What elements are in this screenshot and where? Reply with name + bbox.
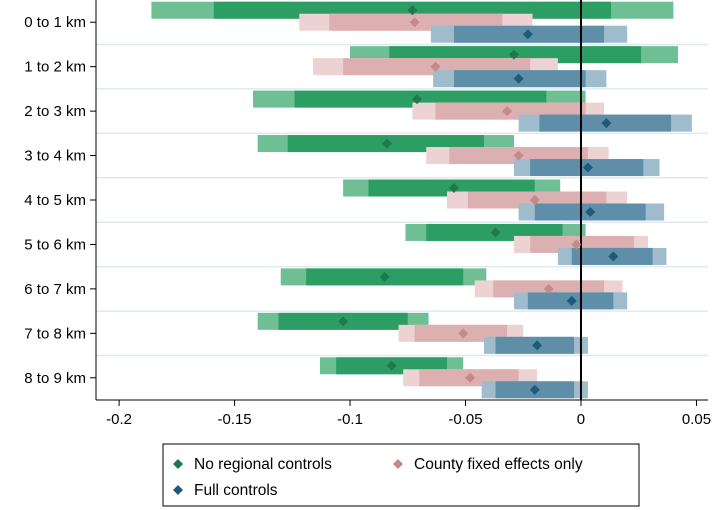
point-estimate-marker xyxy=(448,183,459,193)
point-estimate-marker xyxy=(465,372,476,383)
point-estimate-marker xyxy=(529,195,540,205)
confidence-intervals xyxy=(151,1,692,399)
point-estimate-marker xyxy=(582,162,593,173)
x-tick-label: -0.2 xyxy=(106,411,132,428)
point-estimate-marker xyxy=(409,17,420,28)
x-tick-label: -0.05 xyxy=(448,411,482,428)
y-tick-label: 5 to 6 km xyxy=(24,236,86,253)
legend-label: County fixed effects only xyxy=(414,456,583,473)
x-tick-label: 0.05 xyxy=(682,411,711,428)
point-estimate-marker xyxy=(585,207,596,217)
point-estimate-marker xyxy=(338,316,349,327)
point-estimate-marker xyxy=(381,138,392,149)
point-estimate-marker xyxy=(458,328,469,339)
point-estimate-marker xyxy=(522,29,533,40)
y-tick-label: 2 to 3 km xyxy=(24,103,86,120)
x-tick-label: -0.15 xyxy=(217,411,251,428)
point-estimate-marker xyxy=(502,106,513,117)
point-estimate-marker xyxy=(529,384,540,395)
axes: 0 to 1 km 1 to 2 km 2 to 3 km 3 to 4 km 4 to… xyxy=(24,0,711,428)
point-estimate-marker xyxy=(509,49,520,60)
x-tick-label: -0.1 xyxy=(337,411,363,428)
x-tick-label: 0 xyxy=(577,411,585,428)
y-tick-label: 1 to 2 km xyxy=(24,59,86,76)
point-estimate-marker xyxy=(571,239,582,250)
legend-marker xyxy=(173,459,183,469)
point-estimate-marker xyxy=(532,340,543,351)
point-estimate-marker xyxy=(379,271,390,282)
point-estimate-marker xyxy=(407,5,418,16)
y-tick-label: 3 to 4 km xyxy=(24,148,86,165)
point-estimate-marker xyxy=(513,150,524,161)
point-estimate-marker xyxy=(386,360,397,371)
point-estimate-marker xyxy=(601,118,612,129)
legend-label: No regional controls xyxy=(194,456,332,473)
point-estimate-marker xyxy=(430,61,441,72)
y-tick-label: 6 to 7 km xyxy=(24,281,86,298)
y-tick-label: 8 to 9 km xyxy=(24,370,86,387)
legend-marker xyxy=(393,459,403,469)
point-estimate-marker xyxy=(543,283,554,294)
point-estimate-marker xyxy=(566,295,577,306)
point-estimate-marker xyxy=(490,227,501,238)
point-estimates xyxy=(338,5,619,395)
legend-box xyxy=(162,443,640,507)
y-tick-label: 4 to 5 km xyxy=(24,192,86,209)
gridlines xyxy=(96,43,708,357)
point-estimate-marker xyxy=(608,251,619,262)
legend-marker xyxy=(173,485,183,495)
point-estimate-marker xyxy=(412,94,423,105)
legend: No regional controls County fixed effects… xyxy=(162,443,640,507)
y-tick-label: 7 to 8 km xyxy=(24,325,86,342)
point-estimate-marker xyxy=(513,73,524,84)
legend-label: Full controls xyxy=(194,482,278,499)
y-tick-label: 0 to 1 km xyxy=(24,14,86,31)
